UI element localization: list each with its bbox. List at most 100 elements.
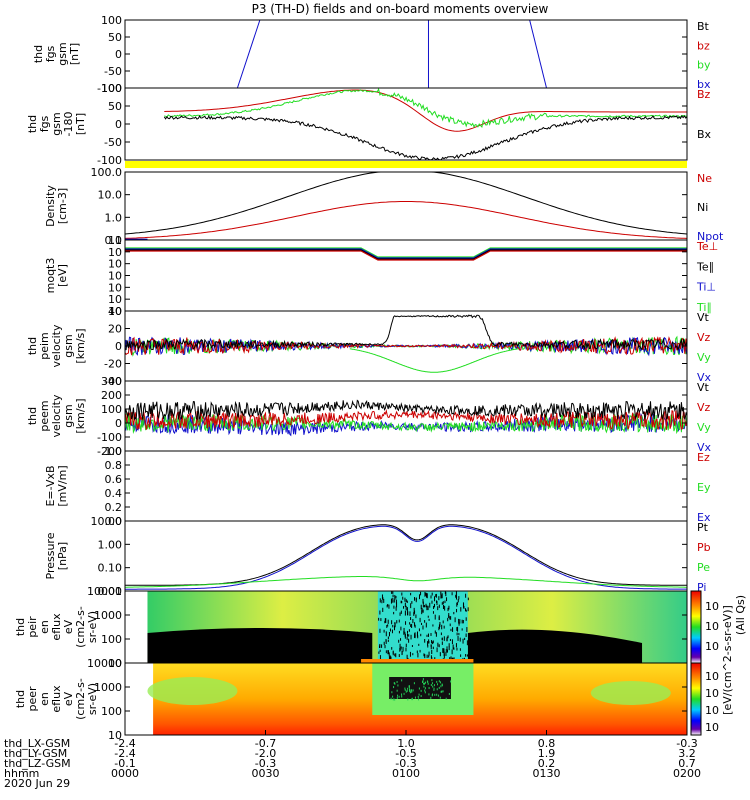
legend-vx: Vx	[697, 441, 712, 454]
ytick-label: 10.00	[91, 515, 123, 528]
xaxis-hhmm-value: 0100	[392, 767, 420, 780]
panel-density: 100.0 10.0 1.0 0.1 Density [cm-3] Ne Ni Npot	[44, 166, 724, 247]
ytick-label: 10	[108, 246, 122, 259]
ytick-label: 1.00	[98, 538, 123, 551]
legend-npot: Npot	[697, 230, 724, 243]
ylabel-line: gsm	[50, 112, 63, 135]
ytick-label: 10	[108, 293, 122, 306]
xaxis-lx-value: -0.3	[676, 737, 697, 750]
xaxis-ly-value: -2.4	[114, 747, 135, 760]
ylabel-line: peir	[26, 616, 39, 638]
panel-frame-efield	[124, 450, 688, 522]
legend-ey: Ey	[697, 481, 711, 494]
ytick-label: 50	[108, 100, 122, 113]
legend-pt: Pt	[697, 521, 709, 534]
ylabel-line: thd	[14, 618, 27, 636]
peim-vy-dip	[349, 348, 519, 373]
ytick-label: -50	[104, 136, 122, 149]
ylabel-line: thd	[26, 407, 39, 425]
ytick-label: -100	[97, 82, 122, 95]
ylabel-line: velocity	[50, 324, 63, 367]
peim-vt-line	[125, 314, 687, 352]
ylabel-line: [nT]	[74, 113, 87, 135]
xaxis-lx-value: 1.0	[397, 737, 415, 750]
xaxis-row-label: thd_LY-GSM	[4, 747, 67, 760]
legend-vy: Vy	[697, 351, 711, 364]
legend-pb: Pb	[697, 541, 711, 554]
colorbar-side-label: (All Qs)	[734, 595, 747, 635]
panel-fgs: 100 50 0 -50 -100 thd fgs gsm [nT] Bt bz by bx	[32, 14, 711, 95]
peir-low-energy-band	[361, 659, 474, 663]
xaxis-ly-value: -2.0	[255, 747, 276, 760]
ytick-label: 0.1	[105, 234, 123, 247]
density-ne-line	[125, 201, 687, 239]
panel-pressure: 10.00 1.00 0.10 0.01 Pressure [nPa] Pt Pb Pe Pi	[44, 515, 711, 598]
legend-vt: Vt	[697, 381, 710, 394]
panel-frame-fgs	[124, 19, 688, 89]
xaxis-lx-value: -0.7	[255, 737, 276, 750]
ytick-label: 0.8	[105, 459, 123, 472]
ylabel-line: fgs	[44, 45, 57, 62]
ylabel-line: en	[38, 692, 51, 706]
ylabel-line: thd	[14, 690, 27, 708]
ytick-label: 100	[101, 633, 122, 646]
colorbar-tick: 10	[705, 620, 719, 633]
pressure-pe-line	[125, 576, 687, 588]
ytick-label: 1.0	[105, 445, 123, 458]
legend-bt: Bt	[697, 20, 710, 33]
ytick-label: 0.0	[105, 515, 123, 528]
peir-low-flux-right	[467, 629, 643, 663]
ytick-label: 10	[108, 281, 122, 294]
ytick-label: -50	[104, 65, 122, 78]
xaxis-hhmm-value: 0000	[111, 767, 139, 780]
ytick-label: 0.6	[105, 473, 123, 486]
xaxis-ly-value: 3.2	[678, 747, 696, 760]
fgs-bz-line	[164, 89, 687, 132]
ytick-label: 1000	[94, 681, 122, 694]
ylabel-line: gsm	[62, 334, 75, 357]
ytick-label: 10000	[87, 585, 122, 598]
ytick-label: 100	[101, 82, 122, 95]
panel-frame-density	[124, 171, 688, 241]
ytick-label: 0.01	[98, 585, 123, 598]
colorbar-tick: 10	[705, 600, 719, 613]
ytick-label: -100	[97, 154, 122, 167]
ylabel-line: thd	[26, 115, 39, 133]
temp-line-2	[125, 249, 687, 260]
ylabel-line: [cm-3]	[56, 188, 69, 224]
ylabel-line: -180	[62, 112, 75, 137]
density-ni-line	[125, 172, 687, 235]
xaxis-lz-value: 0.2	[538, 757, 556, 770]
ytick-label: 10	[108, 729, 122, 742]
peem-vt-line	[125, 399, 687, 421]
legend-vz: Vz	[697, 401, 711, 414]
fgs-bx-trace-2	[529, 20, 547, 88]
xaxis-lz-value: -0.1	[114, 757, 135, 770]
ytick-label: 10	[108, 305, 122, 318]
figure-title: P3 (TH-D) fields and on-board moments ov…	[252, 2, 549, 16]
ylabel-line: [eV]	[56, 264, 69, 287]
ytick-label: 10.0	[98, 189, 123, 202]
peim-vz-line	[125, 336, 687, 356]
temp-line-0	[125, 247, 687, 258]
ylabel-line: eflux	[50, 613, 63, 641]
ytick-label: 10	[108, 270, 122, 283]
fgs-bx-trace-0	[236, 20, 261, 88]
panel-fgs_rot: 100 50 0 -50 -100 thd fgs gsm -180 [nT] Bz Bx	[26, 82, 712, 167]
ytick-label: -20	[104, 358, 122, 371]
ytick-label: 10	[108, 258, 122, 271]
ylabel-line: moqt3	[44, 258, 57, 294]
colorbar-strip-0	[690, 590, 702, 664]
panel-peim: 40 20 0 -20 -40 thd peim velocity gsm [km/s] Vt Vz V…	[26, 305, 712, 388]
ylabel-line: gsm	[56, 42, 69, 65]
xaxis-hhmm-value: 0030	[252, 767, 280, 780]
peem-vz-line	[125, 408, 687, 430]
xaxis-lz-value: -0.3	[255, 757, 276, 770]
temp-line-1	[125, 248, 687, 259]
ylabel-line: (cm2-s-	[74, 606, 87, 648]
ylabel-line: E=-VxB	[44, 465, 57, 506]
legend-te∥: Te∥	[696, 260, 714, 273]
